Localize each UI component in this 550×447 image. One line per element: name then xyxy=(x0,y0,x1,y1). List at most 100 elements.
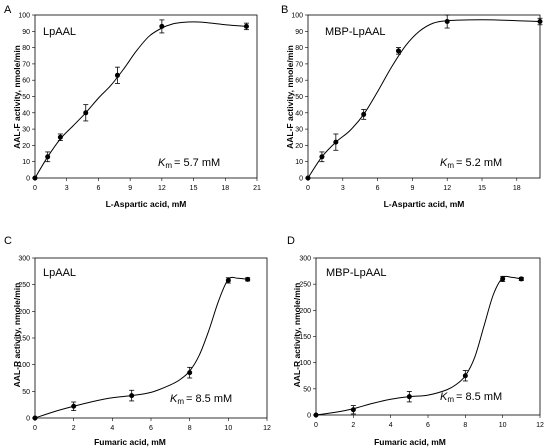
panel-d-km-value: = 8.5 mM xyxy=(456,391,502,403)
panel-a-xtick-label: 21 xyxy=(253,185,261,192)
panel-d-data-point xyxy=(313,412,319,418)
panel-b-km-symbol: K xyxy=(440,157,448,169)
panel-c-ytick-label: 200 xyxy=(18,309,30,316)
panel-c-ytick-label: 250 xyxy=(18,282,30,289)
panel-b-frame xyxy=(307,14,541,179)
panel-b: B AAL-F activity, nmole/min L-Aspartic a… xyxy=(281,4,543,209)
panel-b-data-point xyxy=(319,154,325,160)
panel-c-title: LpAAL xyxy=(43,267,76,279)
panel-b-xtick-label: 18 xyxy=(513,185,521,192)
panel-a-ytick-label: 90 xyxy=(22,29,30,36)
panel-b-xtick-label: 9 xyxy=(410,185,414,192)
panel-b-letter: B xyxy=(281,4,288,16)
panel-a-xtick-label: 18 xyxy=(221,185,229,192)
panel-d-ytick-label: 150 xyxy=(299,334,311,341)
panel-d-ytick-label: 50 xyxy=(303,386,311,393)
panel-b-ytick-label: 100 xyxy=(291,13,303,20)
panel-c-xtick-label: 2 xyxy=(72,425,76,432)
panel-b-xtick-label: 3 xyxy=(341,185,345,192)
panel-c-km-subscript: m xyxy=(177,397,184,406)
panel-a-data-point xyxy=(159,23,165,29)
panel-d-xtick-label: 2 xyxy=(351,422,355,429)
panel-a-km-symbol: K xyxy=(158,157,166,169)
panel-b-ylabel: AAL-F activity, nmole/min xyxy=(285,45,295,149)
panel-c-km-value: = 8.5 mM xyxy=(186,393,232,405)
panel-d-km-symbol: K xyxy=(440,391,448,403)
panel-a-xtick-label: 6 xyxy=(96,185,100,192)
panel-a-data-point xyxy=(243,23,249,29)
panel-a-data-point xyxy=(114,72,120,78)
panel-c-xtick-label: 12 xyxy=(263,425,271,432)
panel-d-xtick-label: 8 xyxy=(463,422,467,429)
panel-c-data-point xyxy=(32,415,38,421)
panel-a-title: LpAAL xyxy=(43,26,76,38)
panel-b-data-point xyxy=(395,48,401,54)
panel-b-data-point xyxy=(305,175,311,181)
panel-d-ytick-label: 300 xyxy=(299,256,311,263)
panel-d-ytick-label: 100 xyxy=(299,360,311,367)
panel-c-ytick-label: 50 xyxy=(22,389,30,396)
panel-d-fit-curve xyxy=(315,275,522,416)
panel-a-ytick-label: 40 xyxy=(22,110,30,117)
panel-b-ytick-label: 80 xyxy=(295,45,303,52)
panel-a-ytick-label: 60 xyxy=(22,78,30,85)
panel-b-km-subscript: m xyxy=(447,161,454,170)
panel-d-xlabel: Fumaric acid, mM xyxy=(374,437,446,447)
panel-c-xtick-label: 10 xyxy=(224,425,232,432)
panel-c-xtick-label: 8 xyxy=(188,425,192,432)
panel-c-km: Km = 8.5 mM xyxy=(170,393,232,406)
panel-d-data-point xyxy=(406,394,412,400)
panel-b-data-point xyxy=(537,19,543,25)
panel-a-xtick-label: 0 xyxy=(33,185,37,192)
panel-b-km-value: = 5.2 mM xyxy=(456,157,502,169)
panel-d-ytick-label: 250 xyxy=(299,282,311,289)
panel-d-data-point xyxy=(500,276,506,282)
panel-d-frame xyxy=(315,257,541,416)
panel-a-km: Km = 5.7 mM xyxy=(158,157,220,170)
panel-b-data-point xyxy=(361,111,367,117)
panel-b-ytick-label: 60 xyxy=(295,78,303,85)
panel-b-ytick-label: 30 xyxy=(295,127,303,134)
panel-d-xtick-label: 10 xyxy=(499,422,507,429)
panel-a-ytick-label: 50 xyxy=(22,94,30,101)
panel-c-fit-curve xyxy=(34,276,248,419)
panel-d-xtick-label: 12 xyxy=(536,422,544,429)
panel-c-data-point xyxy=(245,276,251,282)
panel-c-ytick-label: 100 xyxy=(18,362,30,369)
panel-d-ylabel: AAL-R activity, nmole/min xyxy=(292,283,302,388)
panel-d-title: MBP-LpAAL xyxy=(326,267,387,279)
panel-a-xtick-label: 15 xyxy=(190,185,198,192)
panel-d-xtick-label: 0 xyxy=(314,422,318,429)
panel-d-ytick-label: 200 xyxy=(299,308,311,315)
panel-a-xlabel: L-Aspartic acid, mM xyxy=(106,199,187,209)
panel-d: D AAL-R activity, nmole/min Fumaric acid… xyxy=(287,235,544,447)
panel-c-xtick-label: 6 xyxy=(149,425,153,432)
panel-c: C AAL-R activity, nmole/min Fumaric acid… xyxy=(4,235,271,447)
panel-d-xtick-label: 6 xyxy=(426,422,430,429)
panel-c-ylabel: AAL-R activity, nmole/min xyxy=(12,283,22,388)
panel-c-xtick-label: 4 xyxy=(110,425,114,432)
panel-a-xtick-label: 3 xyxy=(65,185,69,192)
panel-a-data-point xyxy=(57,134,63,140)
panel-a-km-subscript: m xyxy=(165,161,172,170)
panel-d-data-point xyxy=(462,373,468,379)
panel-c-data-point xyxy=(187,370,193,376)
panel-b-ytick-label: 0 xyxy=(299,176,303,183)
panel-b-xtick-label: 15 xyxy=(478,185,486,192)
panel-b-data-point xyxy=(333,139,339,145)
panel-d-data-point xyxy=(518,276,524,282)
panel-b-ytick-label: 40 xyxy=(295,110,303,117)
panel-b-xlabel: L-Aspartic acid, mM xyxy=(384,199,465,209)
panel-a-ytick-label: 20 xyxy=(22,143,30,150)
panel-b-fit-curve xyxy=(307,19,541,179)
panel-c-frame xyxy=(34,257,268,419)
panel-a-ytick-label: 80 xyxy=(22,45,30,52)
panel-c-ytick-label: 150 xyxy=(18,336,30,343)
panel-a-data-point xyxy=(83,110,89,116)
panel-b-xtick-label: 12 xyxy=(443,185,451,192)
panel-a-data-point xyxy=(32,175,38,181)
panel-d-km-subscript: m xyxy=(447,395,454,404)
panel-c-data-point xyxy=(129,393,135,399)
panel-d-km: Km = 8.5 mM xyxy=(440,391,502,404)
